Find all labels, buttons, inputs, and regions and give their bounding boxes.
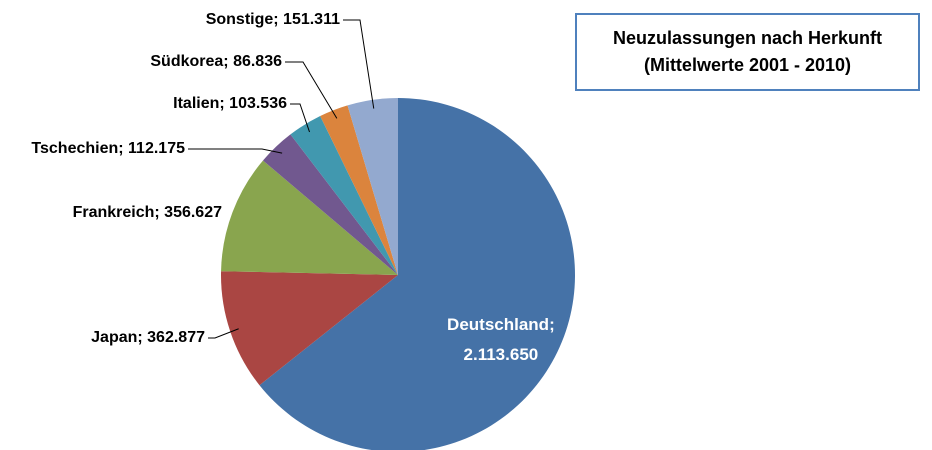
data-label: Tschechien; 112.175	[31, 140, 185, 157]
pie-slice	[347, 98, 398, 275]
leader-line	[208, 328, 239, 339]
leader-line	[188, 148, 283, 154]
leader-line	[343, 19, 375, 109]
data-label: Sonstige; 151.311	[205, 11, 340, 28]
pie-slice	[290, 116, 398, 275]
data-label: Deutschland; 2.113.650	[447, 314, 555, 364]
data-label: Japan; 362.877	[91, 329, 205, 346]
data-label: Italien; 103.536	[173, 95, 287, 112]
pie-slice	[320, 105, 398, 275]
chart-title: Neuzulassungen nach Herkunft (Mittelwert…	[575, 13, 920, 91]
pie-slice	[221, 160, 398, 275]
leader-line	[285, 61, 338, 119]
pie-slice	[262, 134, 398, 275]
pie-slice	[259, 98, 575, 450]
data-label: Südkorea; 86.836	[150, 53, 282, 70]
pie-slice	[221, 271, 398, 386]
leader-line	[290, 103, 310, 133]
data-label: Frankreich; 356.627	[72, 204, 222, 221]
